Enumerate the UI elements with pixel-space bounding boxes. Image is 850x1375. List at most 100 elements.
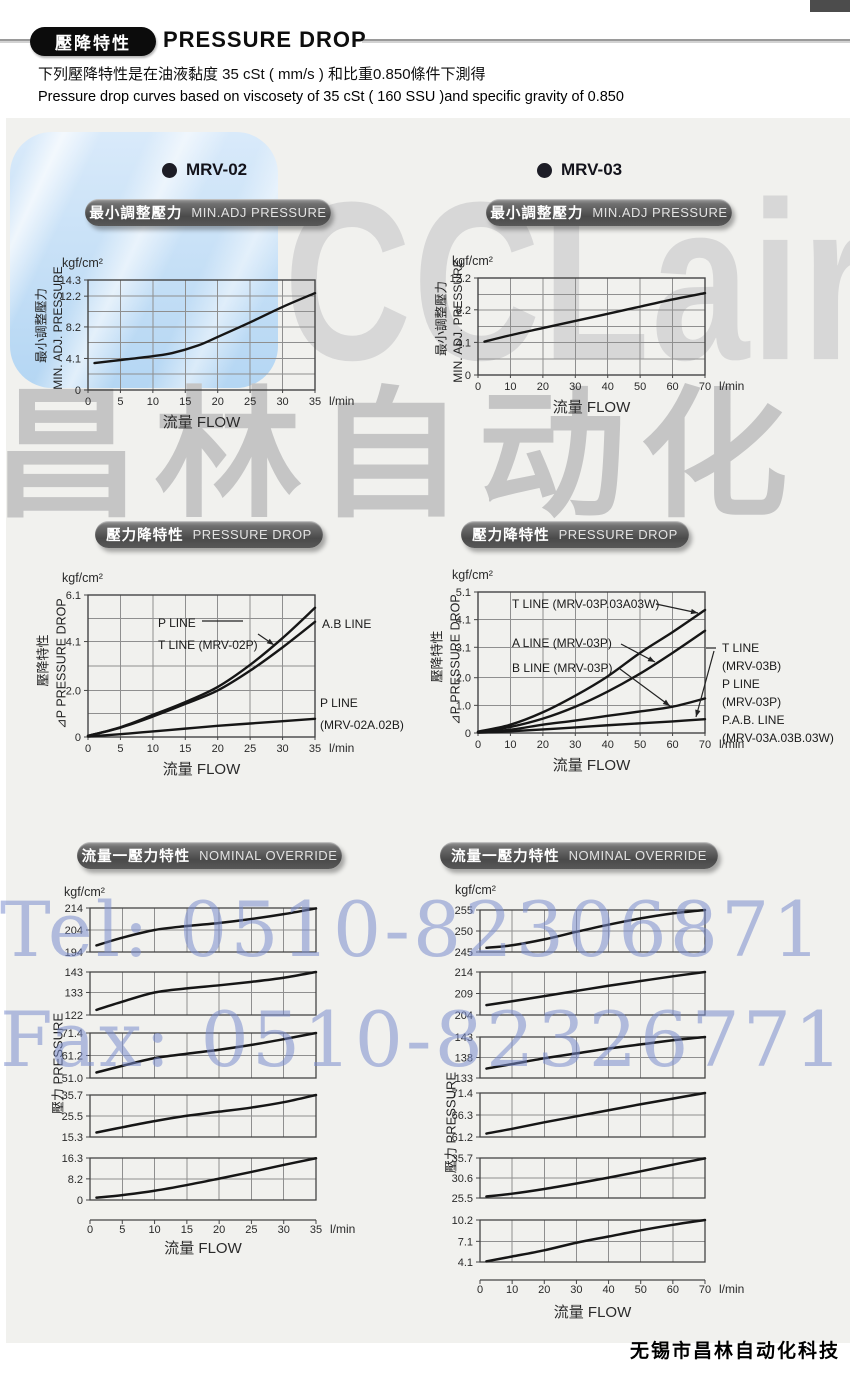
svg-text:204: 204 — [455, 1010, 473, 1022]
svg-text:3.1: 3.1 — [456, 642, 471, 654]
chart-svg-mrv02-pdrop: 0 5 10 15 20 25 30 35 6.1 4.1 2.0 0 kgf/cm² l/min 流量 F… — [62, 571, 404, 778]
svg-text:209: 209 — [455, 989, 473, 1001]
svg-text:60: 60 — [666, 381, 678, 393]
header-rule-right — [362, 39, 850, 43]
chart-mrv03-nominal-override: 255 250 245 214 209 204 143 138 133 71.4 66.3 61.2 3… — [445, 880, 850, 1345]
svg-text:204: 204 — [65, 925, 83, 937]
page-title: PRESSURE DROP — [163, 27, 367, 52]
y-axis-label-en-mrv02-pdrop: ⊿P PRESSURE DROP — [54, 598, 69, 729]
badge-min-adj-pressure-mrv03: 最小調整壓力 MIN.ADJ PRESSURE — [486, 199, 732, 226]
svg-text:30: 30 — [570, 1284, 582, 1296]
bullet-icon — [537, 162, 552, 178]
svg-text:10.2: 10.2 — [452, 1215, 473, 1227]
footer-company-name: 无锡市昌林自动化科技 — [629, 1341, 840, 1362]
svg-text:流量 FLOW: 流量 FLOW — [163, 761, 241, 778]
chart-mrv02-min-adj-pressure: 0 5 10 15 20 25 30 35 14.3 12.2 8.2 4.1 0 kgf/cm² l/mi… — [58, 246, 398, 436]
svg-text:4.1: 4.1 — [66, 353, 81, 365]
svg-text:0: 0 — [475, 381, 481, 393]
model-label: MRV-02 — [186, 160, 248, 179]
subtitle-english: Pressure drop curves based on viscosety … — [38, 89, 624, 105]
svg-text:20: 20 — [212, 396, 224, 408]
svg-text:1.0: 1.0 — [456, 700, 471, 712]
svg-text:30: 30 — [569, 381, 581, 393]
badge-nominal-override-mrv03: 流量一壓力特性 NOMINAL OVERRIDE — [440, 842, 718, 869]
svg-text:66.3: 66.3 — [452, 1110, 473, 1122]
svg-text:l/min: l/min — [330, 1222, 355, 1236]
badge-label-zh: 壓力降特性 — [472, 528, 550, 544]
chart-svg-mrv03-nominal: 255 250 245 214 209 204 143 138 133 71.4 66.3 61.2 3… — [452, 883, 745, 1321]
svg-text:(MRV-02A.02B): (MRV-02A.02B) — [320, 718, 404, 732]
svg-text:70: 70 — [699, 1284, 711, 1296]
svg-text:kgf/cm²: kgf/cm² — [64, 885, 105, 899]
svg-text:l/min: l/min — [719, 737, 744, 751]
chart-mrv02-nominal-override: 214 204 194 143 133 122 71.4 61.2 51.0 35.7 25.5 15… — [55, 880, 420, 1280]
svg-text:T LINE (MRV-03P.03A03W): T LINE (MRV-03P.03A03W) — [512, 597, 659, 611]
svg-text:kgf/cm²: kgf/cm² — [455, 883, 496, 897]
subtitle-chinese: 下列壓降特性是在油液黏度 35 cSt ( mm/s ) 和比重0.850條件下… — [38, 66, 486, 83]
y-axis-label-mrv03-nominal: 壓力 PRESSURE — [443, 1071, 459, 1174]
y-axis-label-en-mrv03-pdrop: ⊿P PRESSURE DROP — [448, 594, 463, 725]
svg-text:B LINE (MRV-03P): B LINE (MRV-03P) — [512, 661, 612, 675]
svg-text:2.0: 2.0 — [456, 673, 471, 685]
svg-text:15.3: 15.3 — [62, 1132, 83, 1144]
svg-text:50: 50 — [635, 1284, 647, 1296]
svg-text:T LINE: T LINE — [722, 641, 759, 655]
model-label: MRV-03 — [561, 160, 623, 179]
svg-text:214: 214 — [65, 903, 83, 915]
svg-text:kgf/cm²: kgf/cm² — [452, 254, 493, 268]
svg-text:10: 10 — [147, 743, 159, 755]
badge-min-adj-pressure-mrv02: 最小調整壓力 MIN.ADJ PRESSURE — [85, 199, 331, 226]
svg-text:(MRV-03A.03B.03W): (MRV-03A.03B.03W) — [722, 731, 834, 745]
svg-text:8.2: 8.2 — [66, 322, 81, 334]
badge-label-en: MIN.ADJ PRESSURE — [191, 205, 327, 220]
svg-text:214: 214 — [455, 967, 473, 979]
svg-text:10: 10 — [504, 739, 516, 751]
svg-text:61.2: 61.2 — [62, 1051, 83, 1063]
svg-text:25.5: 25.5 — [452, 1193, 473, 1205]
badge-label-zh: 最小調整壓力 — [490, 206, 584, 222]
chart-svg-mrv02-nominal: 214 204 194 143 133 122 71.4 61.2 51.0 35.7 25.5 15… — [62, 885, 356, 1257]
svg-text:4.1: 4.1 — [456, 337, 471, 349]
y-axis-label-en-mrv03-min-adj: MIN. ADJ. PRESSURE — [451, 259, 465, 383]
bullet-icon — [162, 162, 177, 178]
svg-text:51.0: 51.0 — [62, 1073, 83, 1085]
svg-text:0: 0 — [75, 732, 81, 744]
svg-text:(MRV-03B): (MRV-03B) — [722, 659, 781, 673]
y-axis-label-mrv02-nominal: 壓力 PRESSURE — [50, 1012, 66, 1115]
svg-text:P LINE: P LINE — [320, 696, 358, 710]
svg-text:5: 5 — [119, 1224, 125, 1236]
svg-text:l/min: l/min — [719, 1282, 744, 1296]
badge-label-zh: 流量一壓力特性 — [451, 849, 560, 865]
svg-text:10: 10 — [148, 1224, 160, 1236]
page-corner-tab — [810, 0, 850, 12]
badge-label-en: NOMINAL OVERRIDE — [199, 848, 338, 863]
svg-text:kgf/cm²: kgf/cm² — [62, 256, 103, 270]
badge-label-zh: 壓力降特性 — [106, 528, 184, 544]
y-axis-label-zh-mrv03-min-adj: 最小調整壓力 — [434, 281, 449, 357]
svg-text:250: 250 — [455, 926, 473, 938]
badge-pressure-drop-mrv03: 壓力降特性 PRESSURE DROP — [461, 521, 689, 548]
y-axis-label-zh-mrv03-pdrop: 壓降特性 — [429, 630, 445, 683]
svg-text:A.B LINE: A.B LINE — [322, 617, 371, 631]
svg-text:0: 0 — [75, 385, 81, 397]
svg-text:流量 FLOW: 流量 FLOW — [553, 757, 631, 774]
svg-text:12.2: 12.2 — [450, 273, 471, 285]
chart-svg-mrv03-pdrop: 0 10 20 30 40 50 60 70 5.1 4.1 3.1 2.0 1.0 0 kgf/cm² l/… — [452, 568, 834, 774]
svg-text:kgf/cm²: kgf/cm² — [62, 571, 103, 585]
svg-text:流量 FLOW: 流量 FLOW — [163, 414, 241, 431]
svg-text:P LINE: P LINE — [722, 677, 760, 691]
svg-text:T LINE (MRV-02P): T LINE (MRV-02P) — [158, 638, 258, 652]
svg-text:35: 35 — [309, 743, 321, 755]
svg-text:l/min: l/min — [719, 379, 744, 393]
svg-text:流量 FLOW: 流量 FLOW — [164, 1240, 242, 1257]
svg-text:7.1: 7.1 — [458, 1236, 473, 1248]
badge-nominal-override-mrv02: 流量一壓力特性 NOMINAL OVERRIDE — [77, 842, 342, 869]
badge-label-en: PRESSURE DROP — [558, 527, 678, 542]
svg-text:0: 0 — [85, 743, 91, 755]
svg-text:50: 50 — [634, 381, 646, 393]
svg-text:0: 0 — [475, 739, 481, 751]
svg-text:4.1: 4.1 — [456, 615, 471, 627]
header-rule-left — [0, 39, 50, 43]
svg-text:133: 133 — [455, 1073, 473, 1085]
svg-text:40: 40 — [602, 381, 614, 393]
